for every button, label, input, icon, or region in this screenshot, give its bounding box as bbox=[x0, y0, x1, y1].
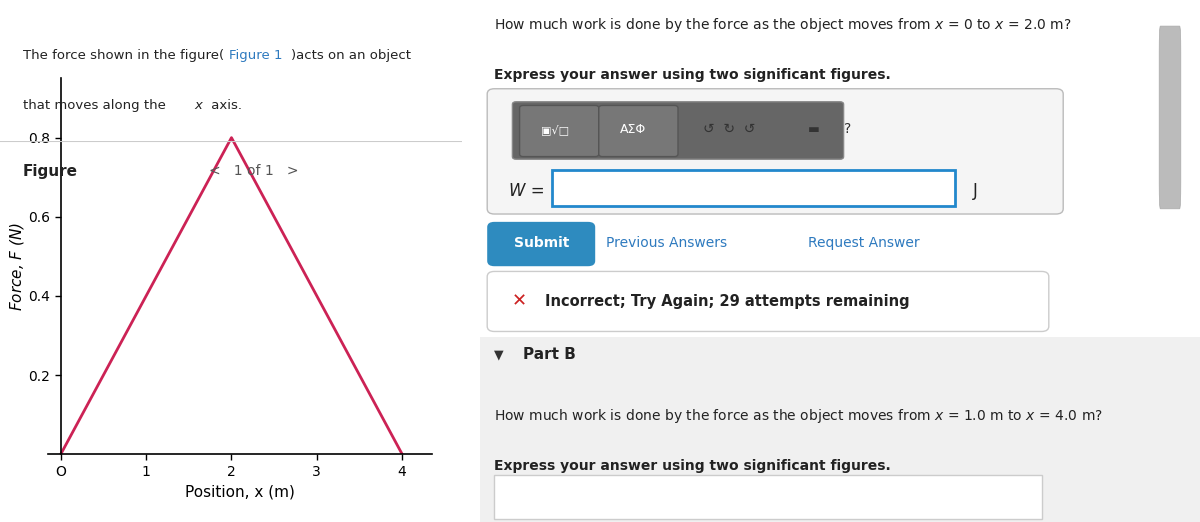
Text: Previous Answers: Previous Answers bbox=[606, 236, 727, 250]
Text: axis.: axis. bbox=[206, 99, 242, 112]
Text: ✕: ✕ bbox=[512, 292, 527, 310]
Text: ↺  ↻  ↺: ↺ ↻ ↺ bbox=[703, 123, 756, 136]
FancyBboxPatch shape bbox=[520, 105, 599, 157]
Text: ▼: ▼ bbox=[494, 349, 504, 361]
FancyBboxPatch shape bbox=[487, 271, 1049, 331]
Text: )acts on an object: )acts on an object bbox=[292, 50, 412, 62]
Text: Part B: Part B bbox=[523, 348, 576, 362]
FancyBboxPatch shape bbox=[487, 89, 1063, 214]
Text: ΑΣΦ: ΑΣΦ bbox=[620, 123, 647, 136]
Text: How much work is done by the force as the object moves from $x$ = 1.0 m to $x$ =: How much work is done by the force as th… bbox=[494, 407, 1103, 425]
FancyBboxPatch shape bbox=[494, 475, 1042, 519]
Bar bbox=[480, 337, 1200, 522]
FancyBboxPatch shape bbox=[487, 222, 595, 266]
Text: Express your answer using two significant figures.: Express your answer using two significan… bbox=[494, 68, 892, 82]
Y-axis label: Force, $F$ (N): Force, $F$ (N) bbox=[7, 222, 25, 311]
Text: Request Answer: Request Answer bbox=[808, 236, 919, 250]
Text: W =: W = bbox=[509, 182, 545, 199]
Text: How much work is done by the force as the object moves from $x$ = 0 to $x$ = 2.0: How much work is done by the force as th… bbox=[494, 16, 1072, 33]
Text: that moves along the: that moves along the bbox=[23, 99, 170, 112]
Text: Express your answer using two significant figures.: Express your answer using two significan… bbox=[494, 459, 892, 473]
Text: <   1 of 1   >: < 1 of 1 > bbox=[209, 164, 299, 179]
Text: Figure: Figure bbox=[23, 164, 78, 179]
FancyBboxPatch shape bbox=[552, 170, 955, 206]
FancyBboxPatch shape bbox=[599, 105, 678, 157]
Text: Figure 1: Figure 1 bbox=[229, 50, 282, 62]
Text: ?: ? bbox=[844, 123, 851, 136]
Text: ▣√□: ▣√□ bbox=[541, 124, 569, 135]
Text: J: J bbox=[973, 182, 978, 199]
Text: x: x bbox=[194, 99, 202, 112]
FancyBboxPatch shape bbox=[1159, 26, 1181, 209]
Text: Incorrect; Try Again; 29 attempts remaining: Incorrect; Try Again; 29 attempts remain… bbox=[545, 294, 910, 309]
Text: The force shown in the figure(: The force shown in the figure( bbox=[23, 50, 224, 62]
FancyBboxPatch shape bbox=[512, 102, 844, 159]
Text: Submit: Submit bbox=[514, 236, 569, 250]
Text: ▬: ▬ bbox=[808, 123, 820, 136]
X-axis label: Position, x (m): Position, x (m) bbox=[185, 484, 295, 499]
